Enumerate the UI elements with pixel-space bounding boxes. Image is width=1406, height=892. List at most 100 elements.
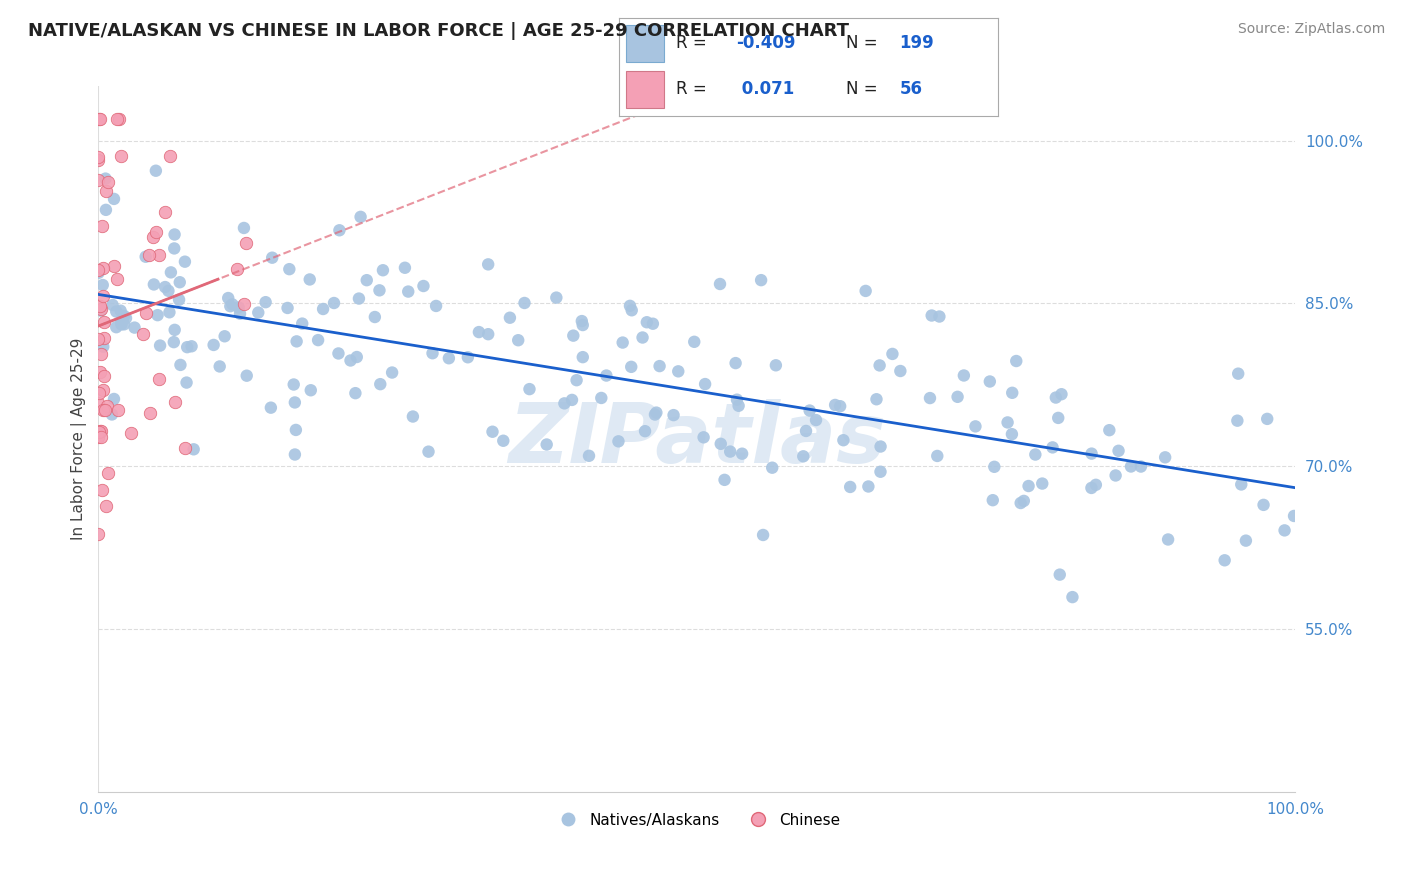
Point	[869, 440, 891, 454]
Point	[477, 327, 499, 342]
Point	[87, 112, 110, 126]
Point	[1104, 468, 1126, 483]
Point	[468, 325, 491, 339]
Point	[571, 314, 593, 328]
Point	[979, 375, 1001, 389]
Point	[96, 400, 118, 414]
Point	[396, 285, 419, 299]
Point	[262, 251, 284, 265]
Point	[89, 299, 111, 313]
Point	[87, 385, 110, 400]
Point	[101, 298, 124, 312]
Point	[90, 430, 112, 444]
Point	[291, 317, 314, 331]
Point	[799, 403, 821, 417]
Point	[1050, 387, 1073, 401]
Point	[662, 408, 685, 422]
Point	[93, 315, 115, 329]
Point	[683, 334, 706, 349]
Point	[277, 301, 299, 315]
Point	[115, 311, 138, 326]
Point	[612, 335, 634, 350]
Point	[710, 437, 733, 451]
Point	[247, 305, 270, 319]
Point	[112, 318, 135, 332]
Point	[87, 150, 110, 164]
Point	[695, 377, 717, 392]
Point	[260, 401, 283, 415]
Point	[169, 275, 191, 289]
Point	[824, 398, 846, 412]
Point	[761, 460, 783, 475]
Point	[232, 297, 254, 311]
Point	[830, 399, 852, 413]
Text: -0.409: -0.409	[737, 35, 796, 53]
Point	[283, 377, 305, 392]
Point	[953, 368, 976, 383]
Point	[112, 309, 135, 323]
Point	[312, 301, 335, 316]
Point	[481, 425, 503, 439]
Point	[145, 163, 167, 178]
Point	[858, 479, 880, 493]
Point	[228, 301, 250, 315]
Point	[87, 262, 110, 277]
Point	[214, 329, 236, 343]
Point	[153, 205, 176, 219]
Point	[1001, 427, 1024, 442]
Point	[91, 289, 114, 303]
Point	[620, 303, 643, 318]
Point	[1018, 479, 1040, 493]
Point	[749, 273, 772, 287]
Point	[1154, 450, 1177, 465]
Point	[163, 227, 186, 242]
Point	[87, 396, 110, 410]
Point	[724, 356, 747, 370]
Point	[645, 406, 668, 420]
Point	[97, 466, 120, 480]
Point	[149, 338, 172, 352]
Point	[1108, 443, 1130, 458]
Point	[103, 192, 125, 206]
Point	[591, 391, 613, 405]
Point	[159, 305, 181, 319]
Point	[765, 359, 787, 373]
Point	[87, 332, 110, 346]
Point	[457, 351, 479, 365]
Text: R =: R =	[675, 35, 706, 53]
Point	[167, 293, 190, 307]
Point	[928, 310, 950, 324]
Point	[965, 419, 987, 434]
Point	[346, 350, 368, 364]
Point	[169, 358, 191, 372]
Point	[727, 399, 749, 413]
Point	[855, 284, 877, 298]
Point	[163, 335, 186, 350]
Point	[132, 327, 155, 342]
Point	[918, 391, 941, 405]
Point	[1084, 478, 1107, 492]
Point	[219, 299, 242, 313]
Point	[561, 392, 583, 407]
Point	[553, 396, 575, 410]
Point	[636, 315, 658, 329]
Point	[138, 406, 160, 420]
Point	[105, 304, 128, 318]
Point	[1274, 524, 1296, 538]
Point	[148, 372, 170, 386]
Point	[124, 320, 146, 334]
Point	[692, 430, 714, 444]
Point	[89, 112, 111, 126]
Point	[105, 320, 128, 334]
Point	[307, 333, 329, 347]
Point	[536, 437, 558, 451]
Point	[1256, 412, 1278, 426]
Point	[804, 413, 827, 427]
Point	[644, 408, 666, 422]
Point	[94, 184, 117, 198]
Point	[91, 278, 114, 293]
Point	[90, 346, 112, 360]
Point	[513, 296, 536, 310]
Point	[631, 330, 654, 344]
Point	[202, 338, 225, 352]
